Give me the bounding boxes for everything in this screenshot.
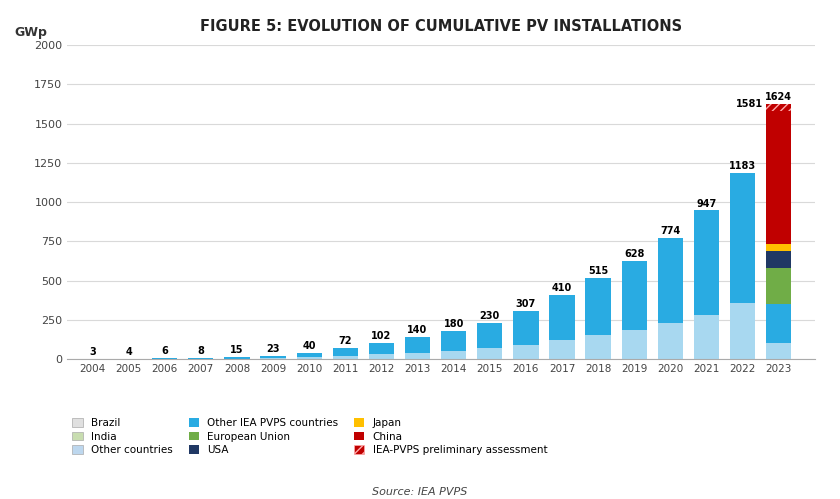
Bar [766, 111, 791, 244]
Bar [441, 331, 466, 351]
Text: 4: 4 [125, 347, 132, 357]
Bar [333, 356, 358, 359]
Bar [585, 335, 611, 359]
Bar [441, 351, 466, 359]
Text: GWp: GWp [15, 25, 48, 38]
Text: 140: 140 [407, 325, 428, 335]
Bar [766, 343, 791, 359]
Bar [188, 358, 213, 359]
Bar [260, 358, 286, 359]
Bar [224, 357, 249, 359]
Bar [405, 337, 430, 353]
Text: 774: 774 [660, 226, 680, 236]
Bar [152, 358, 177, 359]
Text: 72: 72 [339, 336, 352, 346]
Bar [585, 278, 611, 335]
Text: 40: 40 [302, 341, 316, 351]
Bar [549, 340, 575, 359]
Text: 23: 23 [266, 344, 280, 354]
Bar [766, 104, 791, 111]
Text: 102: 102 [371, 331, 391, 341]
Text: 410: 410 [552, 283, 572, 293]
Bar [513, 311, 538, 345]
Text: 3: 3 [89, 347, 96, 357]
Bar [766, 244, 791, 251]
Bar [622, 330, 647, 359]
Bar [297, 353, 322, 357]
Text: 1183: 1183 [729, 162, 756, 172]
Text: 180: 180 [444, 319, 464, 329]
Bar [730, 173, 755, 303]
Bar [658, 323, 683, 359]
Bar [477, 323, 502, 348]
Text: 628: 628 [624, 249, 644, 258]
Bar [766, 304, 791, 343]
Bar [549, 295, 575, 340]
Bar [622, 260, 647, 330]
Bar [658, 238, 683, 323]
Bar [369, 354, 394, 359]
Text: 307: 307 [516, 299, 536, 309]
Text: 947: 947 [696, 199, 717, 209]
Bar [333, 348, 358, 356]
Text: 8: 8 [197, 346, 204, 356]
Text: 515: 515 [588, 266, 608, 276]
Text: Source: IEA PVPS: Source: IEA PVPS [372, 487, 468, 497]
Bar [477, 348, 502, 359]
Text: 15: 15 [230, 345, 244, 355]
Bar [694, 315, 719, 359]
Text: 1581: 1581 [737, 99, 764, 109]
Bar [297, 357, 322, 359]
Bar [369, 343, 394, 354]
Bar [766, 268, 791, 304]
Bar [405, 353, 430, 359]
Bar [694, 211, 719, 315]
Text: 1624: 1624 [765, 92, 792, 102]
Bar [730, 303, 755, 359]
Text: 6: 6 [161, 346, 168, 356]
Bar [513, 345, 538, 359]
Title: FIGURE 5: EVOLUTION OF CUMULATIVE PV INSTALLATIONS: FIGURE 5: EVOLUTION OF CUMULATIVE PV INS… [200, 19, 682, 34]
Legend: Brazil, India, Other countries, Other IEA PVPS countries, European Union, USA, J: Brazil, India, Other countries, Other IE… [72, 418, 548, 455]
Bar [260, 356, 286, 358]
Bar [766, 251, 791, 268]
Text: 230: 230 [480, 311, 500, 321]
